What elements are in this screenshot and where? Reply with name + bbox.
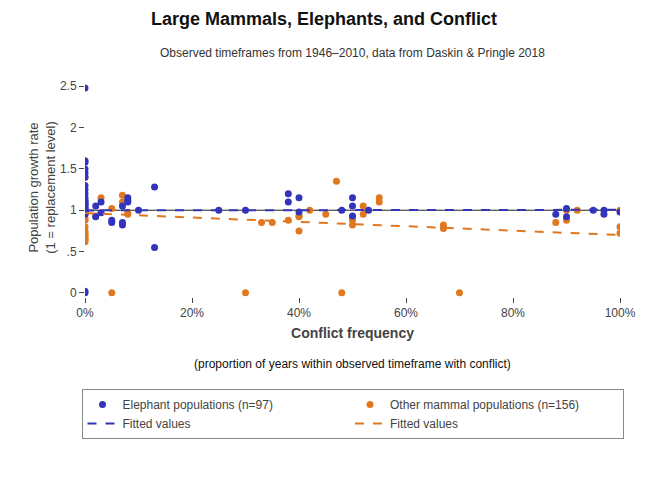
svg-text:Fitted values: Fitted values: [123, 417, 191, 431]
svg-text:2: 2: [70, 121, 77, 135]
svg-text:Conflict frequency: Conflict frequency: [291, 325, 414, 341]
svg-text:Fitted values: Fitted values: [390, 417, 458, 431]
svg-text:60%: 60%: [394, 306, 418, 320]
svg-text:80%: 80%: [501, 306, 525, 320]
svg-text:1.5: 1.5: [60, 162, 77, 176]
svg-text:.5: .5: [67, 245, 77, 259]
svg-text:1: 1: [70, 203, 77, 217]
svg-text:(proportion of years within ob: (proportion of years within observed tim…: [194, 357, 511, 371]
svg-text:100%: 100%: [605, 306, 636, 320]
svg-text:Elephant populations (n=97): Elephant populations (n=97): [123, 398, 273, 412]
svg-text:20%: 20%: [180, 306, 204, 320]
svg-text:2.5: 2.5: [60, 79, 77, 93]
svg-text:Observed timeframes from 1946–: Observed timeframes from 1946–2010, data…: [160, 46, 545, 60]
svg-text:0: 0: [70, 286, 77, 300]
svg-text:Large Mammals, Elephants, and: Large Mammals, Elephants, and Conflict: [151, 9, 497, 29]
svg-text:40%: 40%: [287, 306, 311, 320]
svg-text:Other mammal populations (n=15: Other mammal populations (n=156): [390, 398, 579, 412]
svg-text:0%: 0%: [76, 306, 94, 320]
svg-text:Population growth rate(1 = rep: Population growth rate(1 = replacement l…: [26, 121, 58, 254]
